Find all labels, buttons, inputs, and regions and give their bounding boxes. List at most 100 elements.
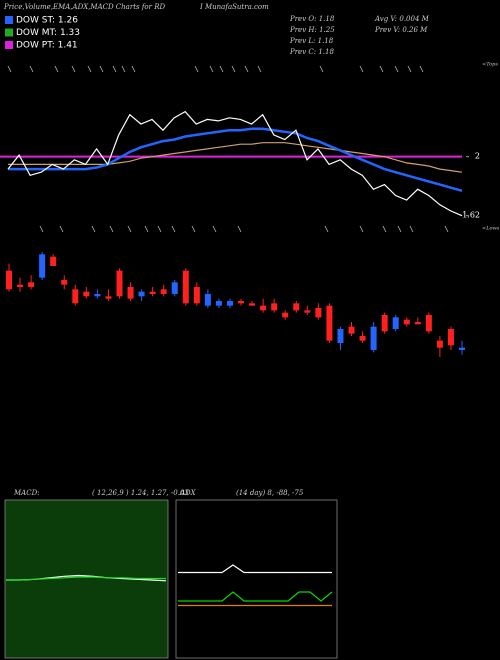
stat: Prev C: 1.18 — [289, 48, 334, 56]
panel-title: ADX — [179, 489, 197, 497]
low-marker — [157, 225, 162, 233]
candle-body — [127, 287, 134, 299]
low-marker — [39, 225, 44, 233]
low-marker — [237, 225, 242, 233]
candle-body — [238, 301, 245, 304]
top-marker — [209, 65, 214, 73]
tops-label: <Tops — [482, 62, 498, 68]
candle-body — [138, 291, 145, 297]
top-marker — [99, 65, 104, 73]
markers — [7, 65, 449, 233]
stat: Prev H: 1.25 — [289, 26, 335, 34]
y-tick-label: 2 — [475, 152, 480, 161]
candle-body — [83, 291, 90, 297]
top-marker — [359, 65, 364, 73]
candle-body — [160, 289, 167, 294]
candle-body — [204, 294, 211, 306]
top-marker — [131, 65, 136, 73]
low-marker — [212, 225, 217, 233]
stat: Avg V: 0.004 M — [374, 15, 430, 23]
candle-body — [72, 289, 79, 304]
panel-subtitle: ( 12,26,9 ) 1.24, 1.27, -0.03 — [92, 489, 189, 497]
legend-swatch — [5, 28, 13, 37]
candle-body — [271, 303, 278, 311]
candle-body — [337, 329, 344, 343]
candle-body — [381, 315, 388, 332]
top-marker — [29, 65, 34, 73]
candle-body — [425, 315, 432, 332]
candle-body — [304, 310, 311, 313]
candle-body — [403, 319, 410, 325]
low-marker — [91, 225, 96, 233]
series-line — [6, 576, 166, 581]
low-marker — [324, 225, 329, 233]
candle-body — [149, 291, 156, 294]
candle-body — [6, 270, 12, 290]
candle-body — [293, 303, 300, 311]
top-marker — [219, 65, 224, 73]
candle-body — [249, 303, 256, 306]
top-marker — [112, 65, 117, 73]
candle-body — [182, 270, 189, 304]
candle-body — [28, 282, 35, 287]
site-name: I MunafaSutra.com — [199, 3, 269, 11]
candle-body — [282, 312, 289, 318]
legend-label: DOW MT: 1.33 — [16, 28, 80, 38]
candle-body — [193, 287, 200, 304]
low-marker — [59, 225, 64, 233]
candle-body — [459, 347, 465, 350]
candle-body — [315, 308, 322, 318]
top-marker — [87, 65, 92, 73]
low-marker — [191, 225, 196, 233]
candle-body — [359, 336, 366, 341]
candle-body — [61, 280, 68, 285]
chart-title: Price,Volume,EMA,ADX,MACD Charts for RD — [3, 3, 165, 11]
candle-body — [447, 329, 454, 346]
series-line — [8, 127, 463, 193]
top-marker — [71, 65, 76, 73]
legend-swatch — [5, 41, 13, 49]
top-marker — [379, 65, 384, 73]
candle-body — [370, 326, 377, 350]
top-marker — [7, 65, 12, 73]
candle-body — [348, 326, 355, 334]
panel-background — [175, 499, 338, 659]
candle-body — [105, 296, 112, 299]
stat: Prev O: 1.18 — [289, 15, 335, 23]
stat: Prev L: 1.18 — [289, 37, 334, 45]
panel-subtitle: (14 day) 8, -88, -75 — [236, 489, 304, 497]
series-line — [178, 564, 332, 574]
candle-body — [392, 317, 399, 329]
top-marker — [231, 65, 236, 73]
legend-swatch — [5, 16, 13, 24]
low-marker — [382, 225, 387, 233]
candle-body — [17, 284, 24, 287]
low-marker — [444, 225, 449, 233]
candle-body — [226, 301, 233, 306]
top-marker — [54, 65, 59, 73]
series-line — [7, 110, 463, 217]
low-marker — [359, 225, 364, 233]
stat: Prev V: 0.26 M — [374, 26, 428, 34]
low-marker — [144, 225, 149, 233]
candle-body — [39, 254, 46, 278]
low-marker — [397, 225, 402, 233]
candle-body — [326, 305, 333, 341]
top-marker — [257, 65, 262, 73]
low-marker — [127, 225, 132, 233]
low-marker — [409, 225, 414, 233]
legend-label: DOW PT: 1.41 — [16, 41, 78, 51]
top-marker — [419, 65, 424, 73]
legend-label: DOW ST: 1.26 — [16, 16, 78, 26]
candle-body — [94, 294, 101, 297]
candle-body — [260, 305, 267, 311]
y-tick-label: 1.62 — [462, 211, 480, 220]
candle-body — [215, 301, 222, 306]
candle-body — [50, 256, 57, 266]
top-marker — [244, 65, 249, 73]
top-marker — [194, 65, 199, 73]
candle-body — [171, 282, 178, 294]
low-marker — [171, 225, 176, 233]
low-marker — [109, 225, 114, 233]
